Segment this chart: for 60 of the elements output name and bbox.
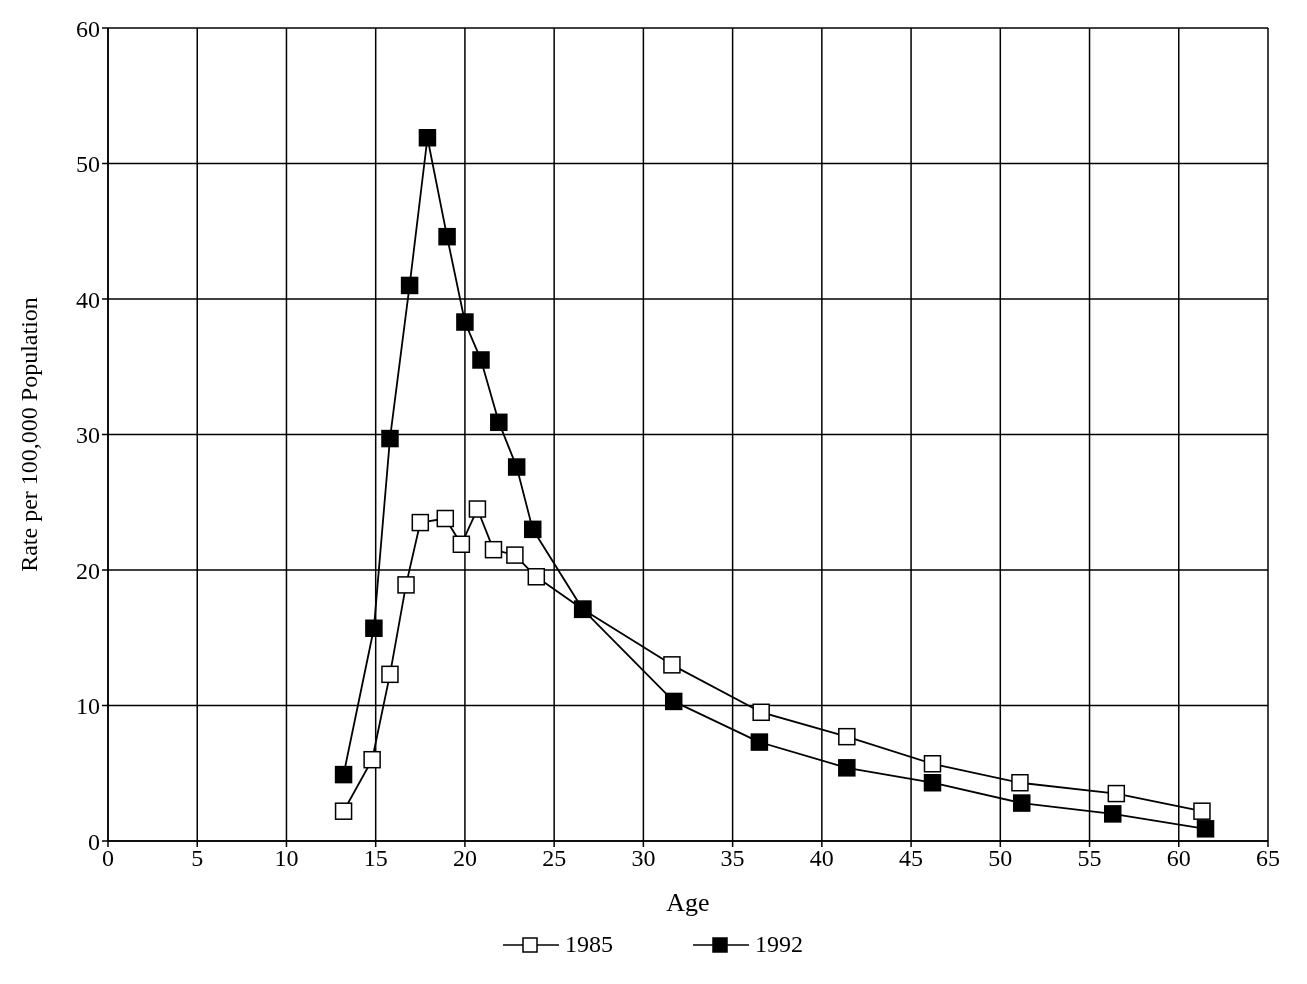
point [418, 129, 437, 147]
point [436, 509, 455, 528]
x-tick-label: 50 [988, 845, 1013, 872]
point [1012, 794, 1031, 812]
point [438, 227, 456, 246]
y-tick-label: 50 [76, 151, 100, 178]
x-tick-label: 5 [191, 845, 204, 872]
point [750, 733, 769, 751]
y-axis-title: Rate per 100,000 Population [15, 297, 42, 572]
x-axis-title: Age [666, 888, 710, 917]
point [506, 546, 524, 564]
point [456, 313, 474, 331]
x-tick-label: 15 [363, 845, 388, 872]
x-tick-label: 55 [1077, 845, 1102, 872]
y-tick-label: 60 [76, 15, 100, 42]
point [484, 540, 503, 559]
y-tick-label: 0 [88, 828, 100, 855]
x-tick-label: 20 [452, 845, 477, 872]
point [838, 759, 856, 777]
point [365, 619, 383, 638]
x-tick-label: 10 [274, 845, 299, 872]
point [663, 656, 681, 674]
point [507, 458, 526, 476]
x-tick-label: 40 [809, 845, 834, 872]
y-tick-label: 30 [76, 422, 100, 449]
point [1103, 805, 1122, 823]
point [838, 727, 856, 746]
point [397, 576, 415, 594]
point [1196, 820, 1215, 838]
x-tick-label: 25 [542, 845, 567, 872]
x-tick-label: 30 [631, 845, 656, 872]
x-tick-label: 65 [1256, 845, 1280, 872]
point [381, 429, 399, 448]
point [523, 520, 542, 539]
x-tick-label: 35 [720, 845, 745, 872]
y-tick-label: 20 [76, 557, 100, 584]
point [468, 500, 487, 518]
point [472, 351, 490, 369]
x-tick-label: 45 [899, 845, 924, 872]
point [527, 568, 546, 586]
point [1193, 802, 1211, 820]
point [334, 765, 353, 784]
point [411, 513, 430, 532]
point [490, 413, 508, 432]
point [334, 802, 353, 820]
y-tick-label: 40 [76, 286, 100, 313]
x-tick-label: 60 [1166, 845, 1191, 872]
y-tick-label: 10 [76, 693, 100, 720]
legend-label: 1992 [755, 931, 803, 958]
point [400, 276, 419, 295]
point [1011, 773, 1029, 792]
point [752, 703, 770, 722]
point [381, 665, 399, 684]
point [452, 535, 471, 554]
point [923, 773, 942, 792]
point [664, 692, 683, 711]
point [363, 750, 381, 769]
legend-label: 1985 [565, 931, 613, 958]
point [1107, 784, 1126, 803]
point [923, 755, 942, 773]
